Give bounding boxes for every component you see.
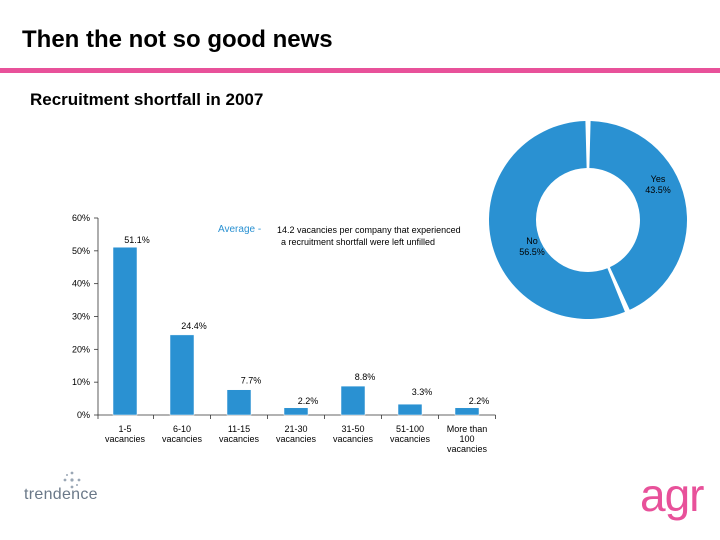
bar	[454, 407, 480, 416]
y-tick-label: 40%	[72, 279, 90, 289]
donut-slice-yes	[589, 121, 688, 310]
trendence-mark-icon	[63, 471, 81, 489]
bar-value-label: 51.1%	[124, 235, 150, 245]
donut-label-name: No	[526, 236, 538, 246]
x-category-label: 11-15	[228, 424, 250, 434]
average-label: Average -	[218, 224, 261, 235]
x-category-label: vacancies	[219, 434, 260, 444]
donut-label-value: 43.5%	[645, 185, 671, 195]
y-tick-label: 30%	[72, 312, 90, 322]
bar	[283, 407, 309, 416]
bar	[169, 334, 195, 416]
y-tick-label: 60%	[72, 213, 90, 223]
bar-value-label: 2.2%	[469, 396, 490, 406]
bar	[340, 385, 366, 416]
x-category-label: vacancies	[390, 434, 431, 444]
donut-label-name: Yes	[651, 174, 666, 184]
x-category-label: 6-10	[173, 424, 191, 434]
y-tick-label: 10%	[72, 377, 90, 387]
x-category-label: vacancies	[333, 434, 374, 444]
donut-slice-no	[489, 121, 625, 319]
y-tick-label: 50%	[72, 246, 90, 256]
bar-value-label: 24.4%	[181, 321, 207, 331]
y-tick-label: 0%	[77, 410, 90, 420]
bar-value-label: 7.7%	[241, 376, 262, 386]
bar-value-label: 2.2%	[298, 396, 319, 406]
x-category-label: vacancies	[162, 434, 203, 444]
x-category-label: vacancies	[447, 444, 488, 454]
x-category-label: vacancies	[105, 434, 146, 444]
agr-logo: agr	[640, 469, 704, 521]
bar	[112, 246, 138, 416]
bar-value-label: 8.8%	[355, 372, 376, 382]
x-category-label: 100	[459, 434, 474, 444]
x-category-label: vacancies	[276, 434, 317, 444]
x-category-label: 21-30	[284, 424, 307, 434]
page-subtitle: Recruitment shortfall in 2007	[30, 90, 264, 109]
average-annotation-line2: a recruitment shortfall were left unfill…	[281, 237, 435, 247]
page-title: Then the not so good news	[22, 26, 333, 53]
donut-label-value: 56.5%	[519, 247, 545, 257]
bar	[397, 403, 423, 416]
bar-value-label: 3.3%	[412, 387, 433, 397]
bar	[226, 389, 252, 416]
x-category-label: 1-5	[118, 424, 131, 434]
title-divider	[0, 68, 720, 73]
average-annotation-line1: 14.2 vacancies per company that experien…	[277, 225, 461, 235]
x-category-label: 31-50	[341, 424, 364, 434]
y-tick-label: 20%	[72, 344, 90, 354]
trendence-logo: trendence	[24, 486, 98, 503]
x-category-label: 51-100	[396, 424, 424, 434]
x-category-label: More than	[447, 424, 488, 434]
